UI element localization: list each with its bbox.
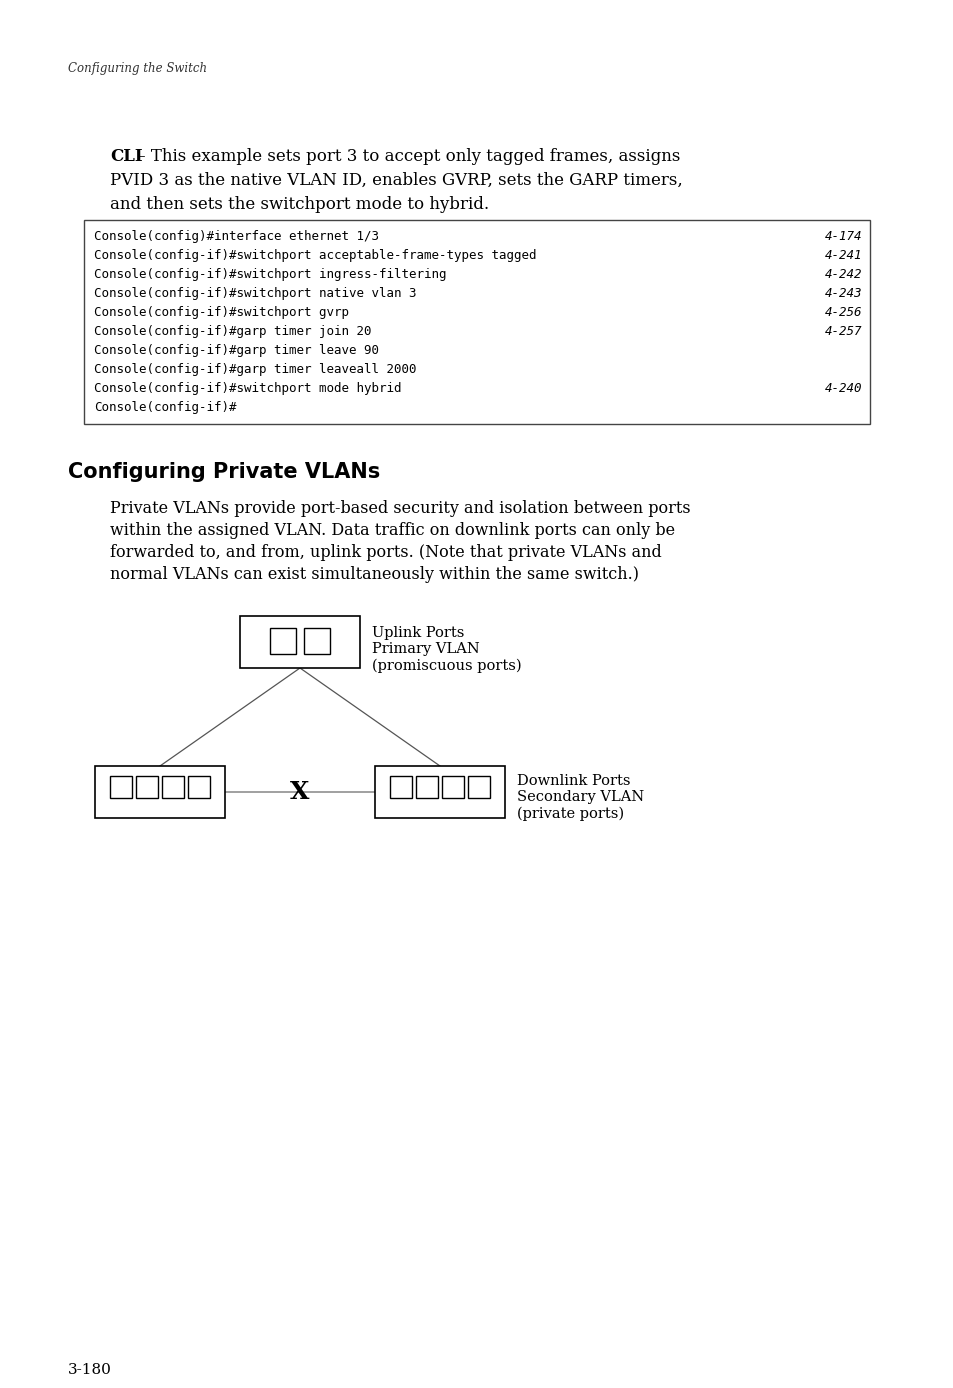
Bar bbox=[390, 776, 412, 798]
Text: within the assigned VLAN. Data traffic on downlink ports can only be: within the assigned VLAN. Data traffic o… bbox=[110, 522, 675, 539]
Text: Downlink Ports
Secondary VLAN
(private ports): Downlink Ports Secondary VLAN (private p… bbox=[517, 775, 643, 820]
Text: Configuring the Switch: Configuring the Switch bbox=[68, 62, 207, 75]
Bar bbox=[240, 616, 359, 668]
Text: and then sets the switchport mode to hybrid.: and then sets the switchport mode to hyb… bbox=[110, 196, 489, 212]
Text: 4-256: 4-256 bbox=[823, 305, 862, 319]
Text: Private VLANs provide port-based security and isolation between ports: Private VLANs provide port-based securit… bbox=[110, 500, 690, 516]
Bar bbox=[304, 627, 330, 654]
Text: Console(config-if)#garp timer leave 90: Console(config-if)#garp timer leave 90 bbox=[94, 344, 378, 357]
Text: Console(config-if)#switchport gvrp: Console(config-if)#switchport gvrp bbox=[94, 305, 349, 319]
Text: 4-243: 4-243 bbox=[823, 287, 862, 300]
Text: normal VLANs can exist simultaneously within the same switch.): normal VLANs can exist simultaneously wi… bbox=[110, 566, 639, 583]
Text: 4-257: 4-257 bbox=[823, 325, 862, 339]
Text: 4-241: 4-241 bbox=[823, 248, 862, 262]
Text: forwarded to, and from, uplink ports. (Note that private VLANs and: forwarded to, and from, uplink ports. (N… bbox=[110, 544, 661, 561]
Text: CLI: CLI bbox=[110, 149, 143, 165]
Text: X: X bbox=[290, 780, 310, 804]
Bar bbox=[84, 221, 869, 423]
Bar bbox=[441, 776, 463, 798]
Bar bbox=[162, 776, 184, 798]
Text: – This example sets port 3 to accept only tagged frames, assigns: – This example sets port 3 to accept onl… bbox=[132, 149, 679, 165]
Text: Console(config-if)#switchport mode hybrid: Console(config-if)#switchport mode hybri… bbox=[94, 382, 401, 396]
Text: Console(config)#interface ethernet 1/3: Console(config)#interface ethernet 1/3 bbox=[94, 230, 378, 243]
Bar bbox=[188, 776, 210, 798]
Bar bbox=[95, 766, 225, 818]
Text: Console(config-if)#garp timer join 20: Console(config-if)#garp timer join 20 bbox=[94, 325, 371, 339]
Text: 4-240: 4-240 bbox=[823, 382, 862, 396]
Text: PVID 3 as the native VLAN ID, enables GVRP, sets the GARP timers,: PVID 3 as the native VLAN ID, enables GV… bbox=[110, 172, 682, 189]
Bar bbox=[270, 627, 295, 654]
Text: Console(config-if)#garp timer leaveall 2000: Console(config-if)#garp timer leaveall 2… bbox=[94, 364, 416, 376]
Bar bbox=[468, 776, 490, 798]
Bar bbox=[375, 766, 504, 818]
Text: Console(config-if)#switchport ingress-filtering: Console(config-if)#switchport ingress-fi… bbox=[94, 268, 446, 280]
Text: 4-242: 4-242 bbox=[823, 268, 862, 280]
Text: Uplink Ports
Primary VLAN
(promiscuous ports): Uplink Ports Primary VLAN (promiscuous p… bbox=[372, 626, 521, 673]
Bar bbox=[416, 776, 437, 798]
Text: 3-180: 3-180 bbox=[68, 1363, 112, 1377]
Bar bbox=[110, 776, 132, 798]
Bar bbox=[136, 776, 158, 798]
Text: Console(config-if)#: Console(config-if)# bbox=[94, 401, 236, 414]
Text: Console(config-if)#switchport native vlan 3: Console(config-if)#switchport native vla… bbox=[94, 287, 416, 300]
Text: Console(config-if)#switchport acceptable-frame-types tagged: Console(config-if)#switchport acceptable… bbox=[94, 248, 536, 262]
Text: Configuring Private VLANs: Configuring Private VLANs bbox=[68, 462, 380, 482]
Text: 4-174: 4-174 bbox=[823, 230, 862, 243]
